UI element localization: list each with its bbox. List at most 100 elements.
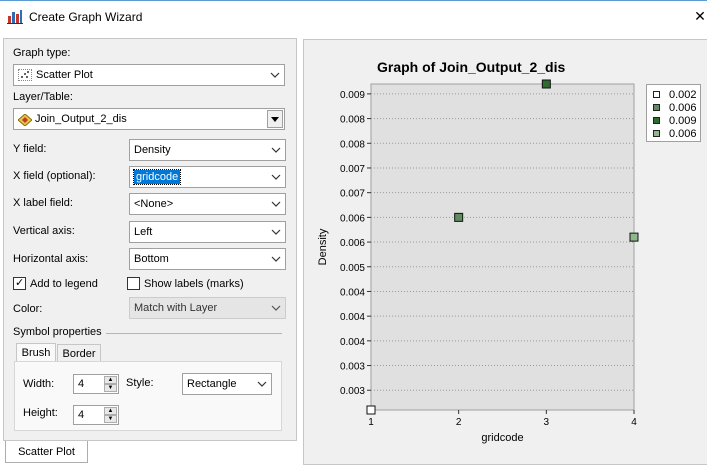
x-label-field-value: <None>: [134, 198, 174, 210]
title-bar: Create Graph Wizard ✕: [0, 0, 707, 34]
legend-swatch: [653, 104, 660, 111]
brush-tab-panel: Width: 4 ▲ ▼ Style: Rectangle Height: 4 ▲…: [14, 361, 282, 431]
tab-scatter-plot[interactable]: Scatter Plot: [5, 441, 88, 463]
height-label: Height:: [23, 407, 58, 419]
legend-swatch: [653, 91, 660, 98]
symbol-properties-label: Symbol properties: [13, 326, 102, 338]
layer-diamond-icon: [17, 113, 33, 127]
color-value: Match with Layer: [134, 302, 218, 314]
width-stepper[interactable]: 4 ▲ ▼: [73, 374, 119, 394]
data-point: [629, 232, 639, 242]
y-tick-label: 0.008: [340, 115, 365, 126]
x-tick-label: 4: [631, 417, 637, 428]
data-point: [541, 79, 551, 89]
graph-type-select[interactable]: Scatter Plot: [13, 64, 285, 86]
color-label: Color:: [13, 303, 43, 315]
spin-up-icon[interactable]: ▲: [104, 376, 117, 384]
chevron-down-icon: [271, 167, 281, 187]
y-tick-label: 0.008: [340, 139, 365, 150]
y-tick-label: 0.003: [340, 386, 365, 397]
y-tick-label: 0.003: [340, 362, 365, 373]
add-to-legend-checkbox[interactable]: ✓: [13, 277, 26, 290]
plot-area: [370, 83, 635, 411]
graph-type-label: Graph type:: [13, 47, 71, 59]
y-tick-label: 0.004: [340, 337, 365, 348]
x-label-field-select[interactable]: <None>: [129, 193, 286, 215]
legend-swatch: [653, 130, 660, 137]
legend-swatch: [653, 117, 660, 124]
x-tick-label: 3: [544, 417, 550, 428]
chart-bars-icon: [7, 10, 23, 24]
chart-legend: 0.002 0.006 0.009 0.006: [646, 84, 701, 142]
y-tick-label: 0.005: [340, 263, 365, 274]
x-tick-label: 2: [456, 417, 462, 428]
chevron-down-icon: [257, 374, 267, 394]
show-labels-checkbox[interactable]: [127, 277, 140, 290]
graph-preview-panel: Graph of Join_Output_2_dis 0.003 0.003 0.0…: [303, 39, 707, 465]
x-field-select[interactable]: gridcode: [129, 166, 286, 188]
x-field-value: gridcode: [132, 169, 182, 185]
vertical-axis-select[interactable]: Left: [129, 221, 286, 243]
y-tick-label: 0.007: [340, 189, 365, 200]
layer-select[interactable]: Join_Output_2_dis: [13, 108, 285, 130]
chevron-down-icon: [271, 222, 281, 242]
scatter-chart: 0.003 0.003 0.004 0.004 0.004 0.005 0.006 0.006…: [317, 79, 639, 444]
vertical-axis-value: Left: [134, 226, 153, 238]
color-select[interactable]: Match with Layer: [129, 297, 286, 319]
legend-label: 0.006: [669, 102, 697, 114]
x-field-label: X field (optional):: [13, 170, 96, 182]
y-tick-label: 0.004: [340, 287, 365, 298]
symbol-properties-divider: [106, 333, 282, 334]
chevron-down-icon: [267, 110, 283, 128]
y-field-value: Density: [134, 144, 171, 156]
tab-brush[interactable]: Brush: [16, 343, 56, 365]
layer-value: Join_Output_2_dis: [35, 113, 127, 125]
width-label: Width:: [23, 378, 55, 390]
horizontal-axis-value: Bottom: [134, 253, 169, 265]
y-tick-label: 0.006: [340, 213, 365, 224]
style-select[interactable]: Rectangle: [182, 373, 272, 395]
height-value: 4: [78, 409, 85, 421]
chevron-down-icon: [271, 298, 281, 318]
chevron-down-icon: [271, 249, 281, 269]
y-tick-label: 0.009: [340, 90, 365, 101]
legend-label: 0.002: [669, 89, 697, 101]
x-tick-label: 1: [368, 417, 374, 428]
chart-title: Graph of Join_Output_2_dis: [377, 59, 566, 75]
x-axis-label: gridcode: [481, 432, 523, 444]
vertical-axis-label: Vertical axis:: [13, 225, 75, 237]
tab-border[interactable]: Border: [57, 344, 101, 364]
y-tick-label: 0.006: [340, 238, 365, 249]
y-tick-label: 0.004: [340, 312, 365, 323]
layer-label: Layer/Table:: [13, 91, 73, 103]
data-point: [366, 405, 376, 415]
legend-label: 0.006: [669, 128, 697, 140]
title-bar-accent: [0, 0, 707, 1]
y-field-label: Y field:: [13, 143, 47, 155]
style-label: Style:: [126, 377, 154, 389]
close-icon[interactable]: ✕: [694, 8, 706, 24]
y-axis-label: Density: [317, 228, 329, 265]
graph-type-value: Scatter Plot: [36, 69, 93, 81]
y-field-select[interactable]: Density: [129, 139, 286, 161]
add-to-legend-label: Add to legend: [30, 278, 98, 290]
legend-label: 0.009: [669, 115, 697, 127]
horizontal-axis-select[interactable]: Bottom: [129, 248, 286, 270]
spin-down-icon[interactable]: ▼: [104, 384, 117, 392]
checkmark-icon: ✓: [15, 277, 25, 289]
y-tick-label: 0.007: [340, 164, 365, 175]
show-labels-label: Show labels (marks): [144, 278, 244, 290]
chevron-down-icon: [271, 140, 281, 160]
spin-down-icon[interactable]: ▼: [104, 415, 117, 423]
spin-up-icon[interactable]: ▲: [104, 407, 117, 415]
chevron-down-icon: [271, 194, 281, 214]
style-value: Rectangle: [187, 378, 237, 390]
x-label-field-label: X label field:: [13, 197, 73, 209]
data-point: [454, 212, 464, 222]
height-stepper[interactable]: 4 ▲ ▼: [73, 405, 119, 425]
window-title: Create Graph Wizard: [29, 10, 143, 24]
width-value: 4: [78, 378, 85, 390]
chevron-down-icon: [270, 65, 280, 85]
scatter-plot-icon: [18, 69, 32, 82]
horizontal-axis-label: Horizontal axis:: [13, 253, 89, 265]
